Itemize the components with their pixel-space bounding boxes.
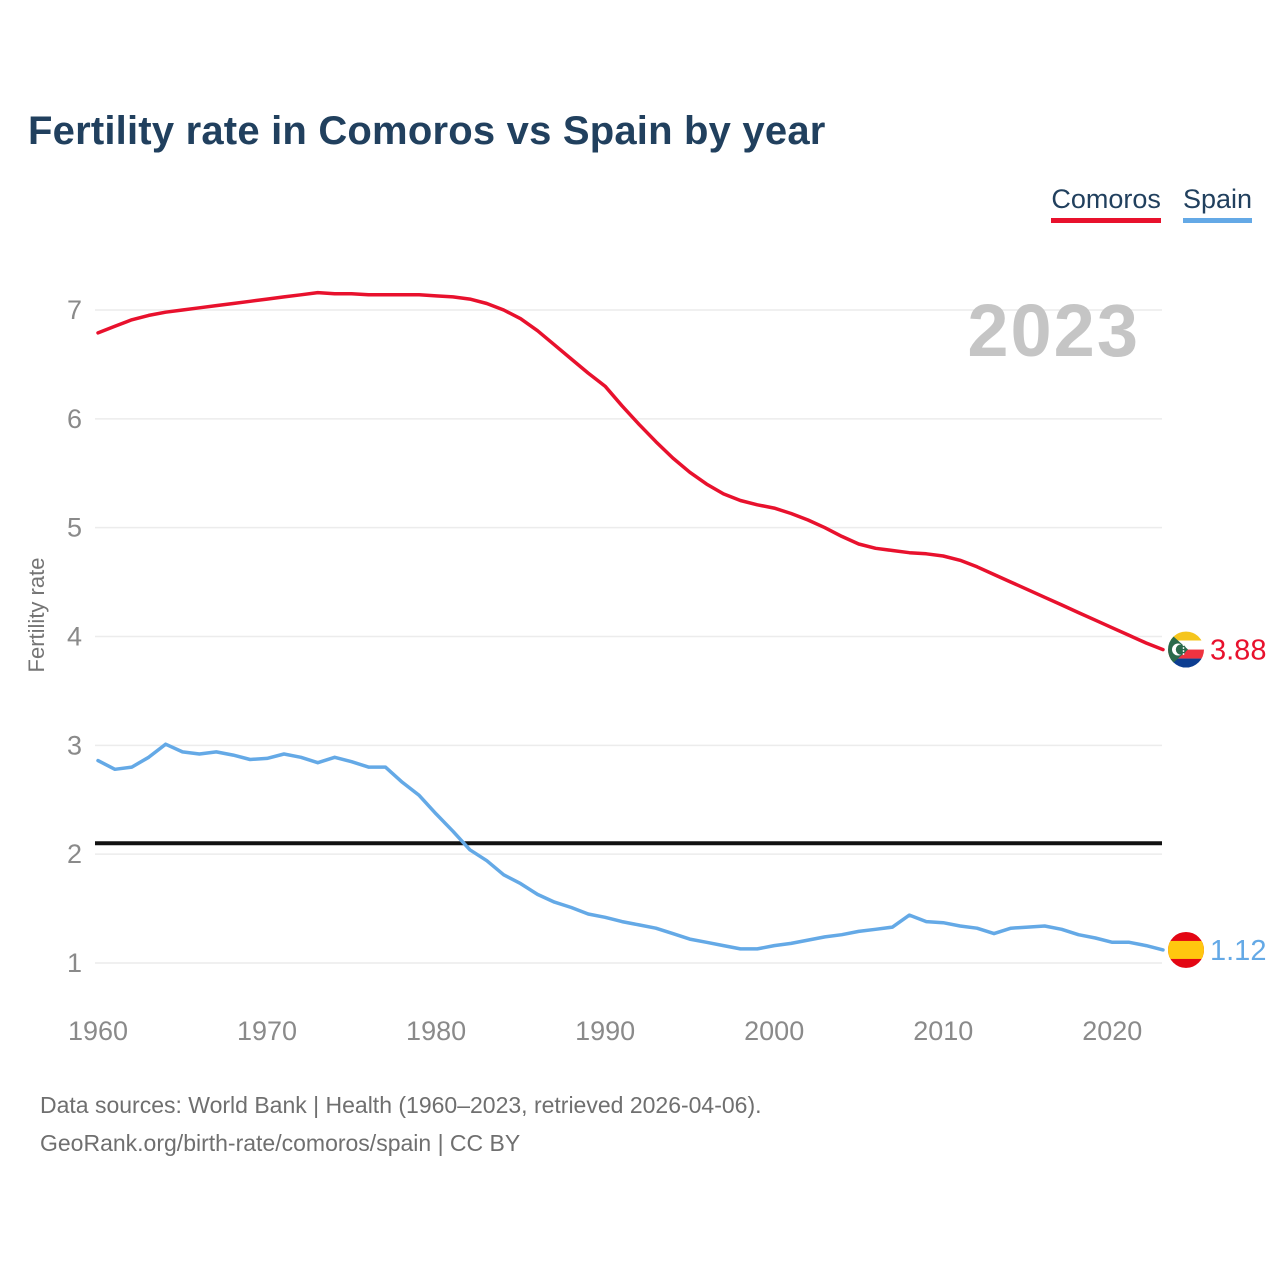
page-title: Fertility rate in Comoros vs Spain by ye… (28, 109, 826, 153)
x-tick-label-1980: 1980 (406, 1016, 466, 1046)
spain-flag-icon (1168, 931, 1204, 968)
y-tick-label-5: 5 (67, 513, 82, 543)
source-line-2: GeoRank.org/birth-rate/comoros/spain | C… (40, 1130, 521, 1156)
x-tick-label-2010: 2010 (913, 1016, 973, 1046)
y-tick-label-7: 7 (67, 295, 82, 325)
y-axis-title: Fertility rate (24, 558, 49, 673)
y-tick-label-1: 1 (67, 948, 82, 978)
x-tick-label-2020: 2020 (1082, 1016, 1142, 1046)
source-footer: Data sources: World Bank | Health (1960–… (40, 1086, 762, 1162)
end-value-label-spain: 1.12 (1210, 935, 1266, 967)
series-line-comoros[interactable] (96, 290, 1165, 652)
series-line-spain[interactable] (96, 742, 1165, 952)
y-tick-label-6: 6 (67, 404, 82, 434)
y-tick-label-4: 4 (67, 622, 82, 652)
y-tick-label-3: 3 (67, 730, 82, 760)
end-value-label-comoros: 3.88 (1210, 635, 1266, 667)
x-tick-label-1960: 1960 (68, 1016, 128, 1046)
x-tick-label-1970: 1970 (237, 1016, 297, 1046)
chart-legend: Comoros Spain (1051, 184, 1252, 223)
x-tick-label-1990: 1990 (575, 1016, 635, 1046)
legend-item-spain[interactable]: Spain (1182, 184, 1252, 223)
grid-layer: 1 2 3 4 5 6 7 1960 1970 1980 1990 2000 2010 2020 (67, 295, 1162, 1046)
x-tick-label-2000: 2000 (744, 1016, 804, 1046)
legend-item-comoros[interactable]: Comoros (1051, 184, 1161, 223)
series-layer: 3.88 1.12 (95, 290, 1266, 968)
source-line-1: Data sources: World Bank | Health (1960–… (40, 1092, 762, 1118)
watermark-year: 2023 (967, 289, 1140, 372)
comoros-flag-icon (1168, 631, 1204, 668)
y-tick-label-2: 2 (67, 839, 82, 869)
